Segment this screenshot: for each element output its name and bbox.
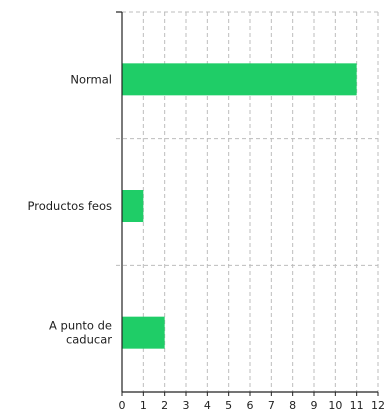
x-tick-label-5: 5 bbox=[225, 399, 232, 412]
x-tick-label-0: 0 bbox=[119, 399, 126, 412]
category-label-line: Normal bbox=[70, 72, 112, 86]
x-tick-label-9: 9 bbox=[311, 399, 318, 412]
bar-1 bbox=[122, 190, 144, 222]
x-tick-label-1: 1 bbox=[140, 399, 147, 412]
x-tick-label-6: 6 bbox=[247, 399, 254, 412]
x-tick-label-12: 12 bbox=[371, 399, 385, 412]
axes bbox=[116, 11, 379, 396]
category-label-line: A punto de bbox=[49, 319, 112, 333]
x-tick-label-4: 4 bbox=[204, 399, 211, 412]
x-tick-label-3: 3 bbox=[183, 399, 190, 412]
bar-2 bbox=[122, 316, 165, 349]
x-tick-label-2: 2 bbox=[161, 399, 168, 412]
category-label-line: Productos feos bbox=[28, 199, 113, 213]
x-tick-label-11: 11 bbox=[350, 399, 364, 412]
category-label-line: caducar bbox=[66, 333, 112, 347]
bars bbox=[122, 63, 357, 349]
bar-0 bbox=[122, 63, 357, 96]
x-tick-label-7: 7 bbox=[268, 399, 275, 412]
x-tick-label-10: 10 bbox=[328, 399, 342, 412]
category-label-0: Normal bbox=[70, 72, 112, 86]
category-label-2: A punto de caducar bbox=[49, 319, 112, 347]
x-tick-label-8: 8 bbox=[289, 399, 296, 412]
category-label-1: Productos feos bbox=[28, 199, 113, 213]
